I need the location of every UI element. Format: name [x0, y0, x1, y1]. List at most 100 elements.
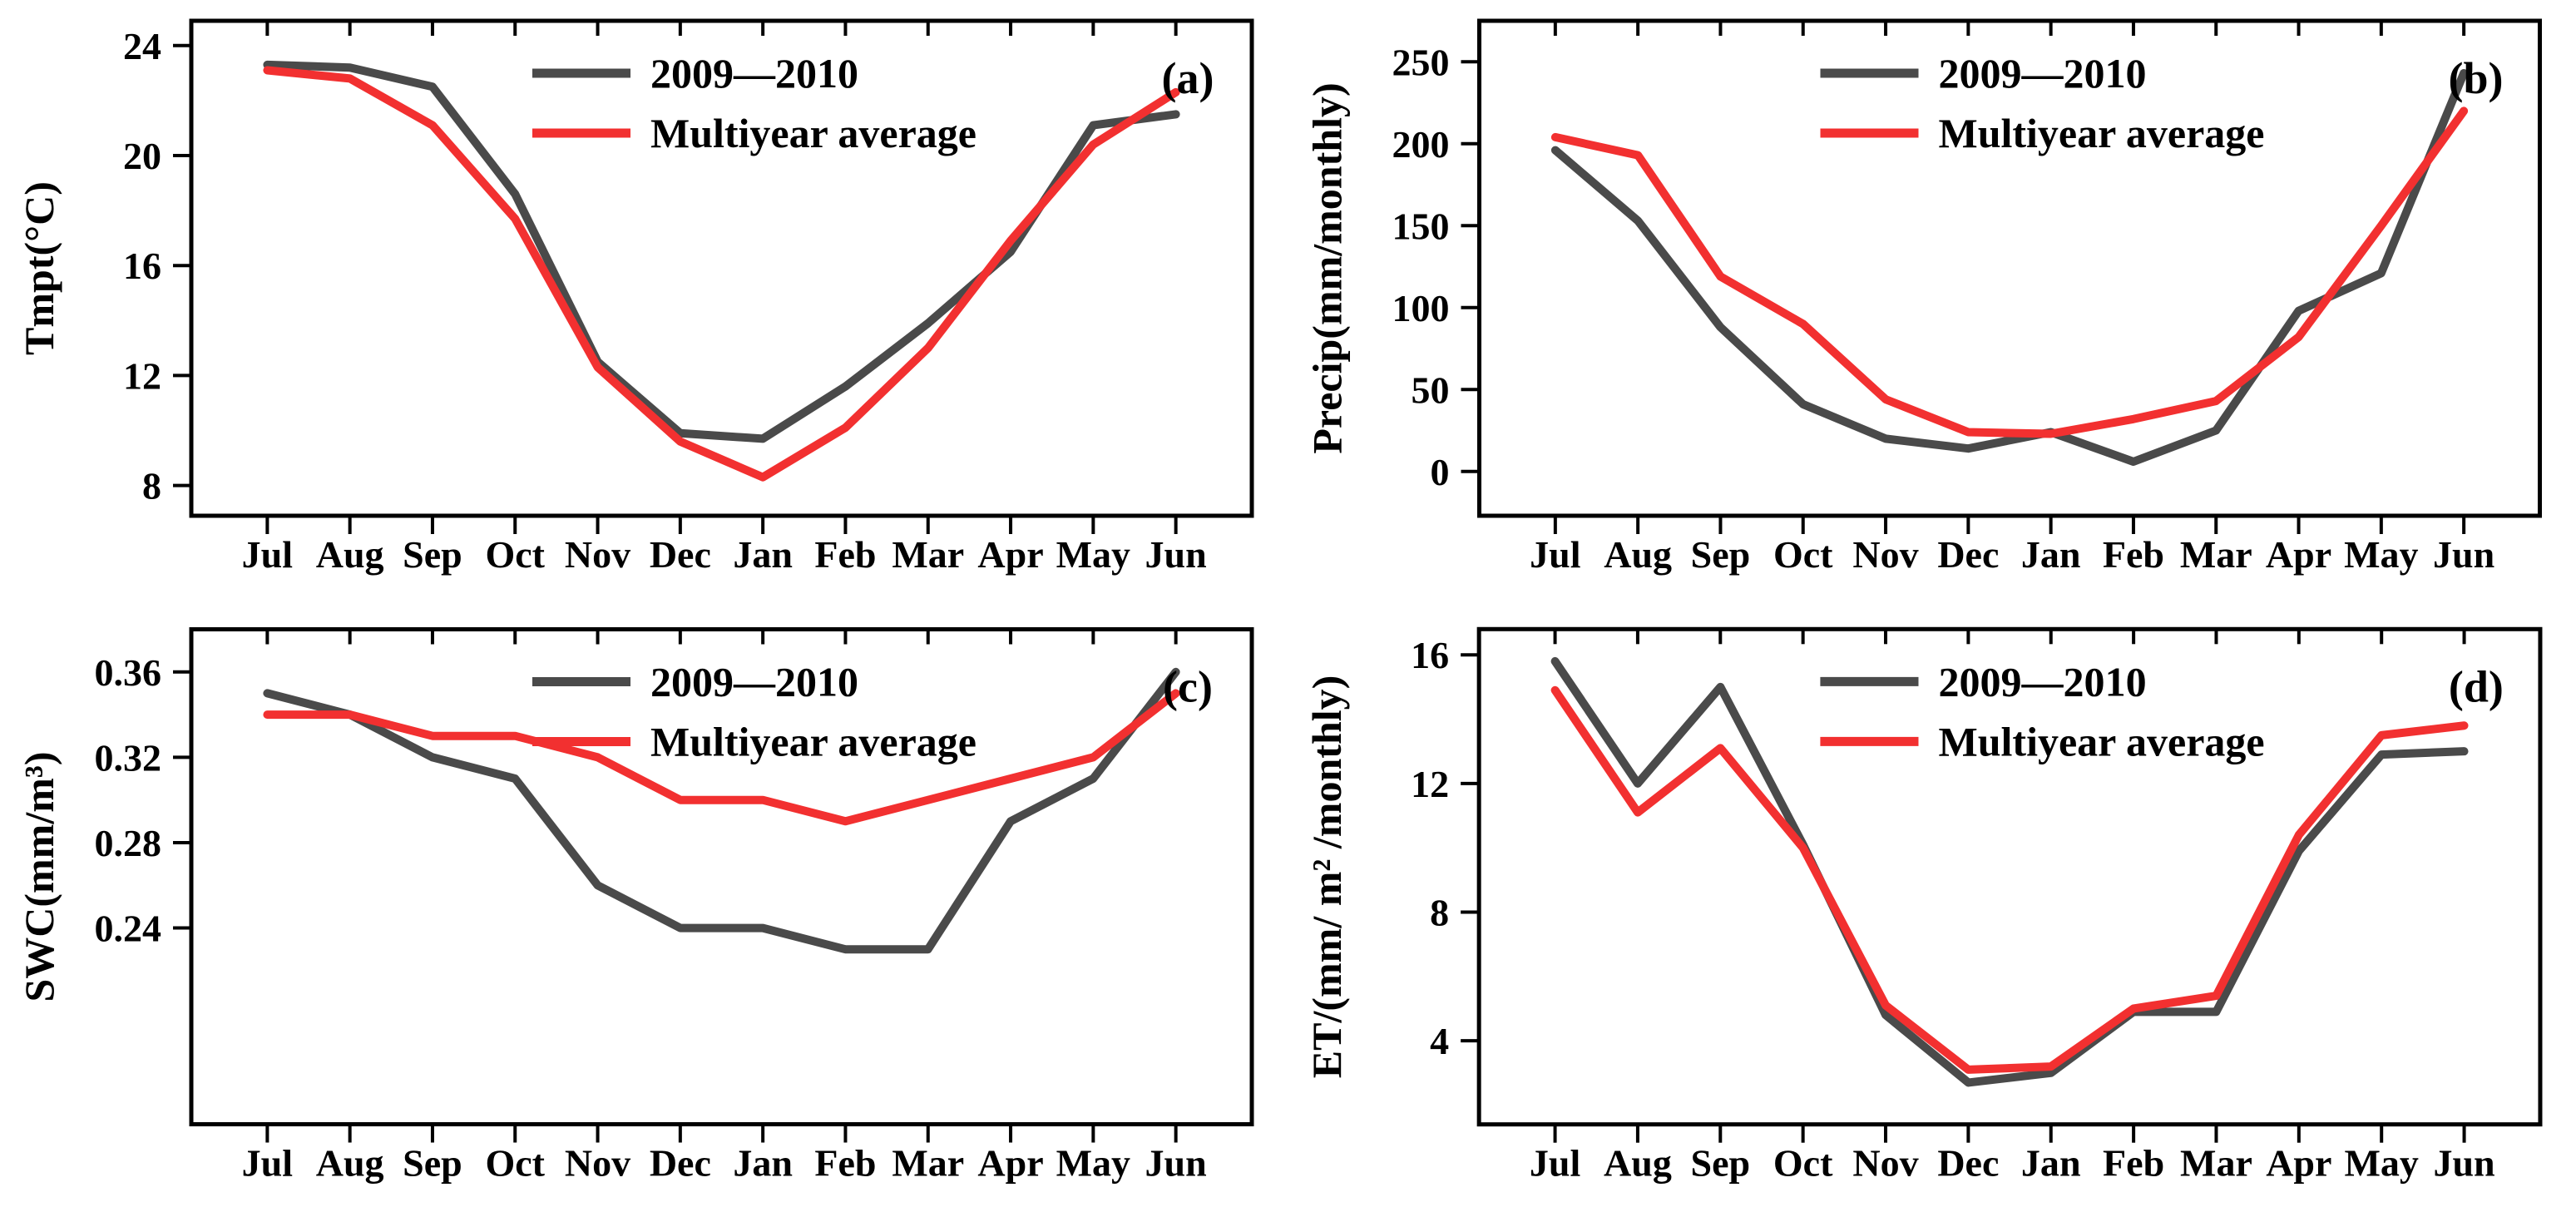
- y-tick-label: 250: [1392, 41, 1450, 83]
- month-tick-label: Apr: [977, 1142, 1043, 1185]
- series-line-year: [1550, 69, 2469, 466]
- y-tick-label: 0.28: [95, 822, 162, 864]
- panel-d: Jul Aug Sep Oct Nov Dec Jan Feb Mar Apr May Jun 4 8 12…: [1288, 608, 2576, 1217]
- month-tick-label: Apr: [977, 533, 1043, 576]
- y-tick-label: 150: [1392, 205, 1450, 247]
- panel-letter-label: (b): [2449, 53, 2504, 103]
- legend-label: 2009—2010: [650, 50, 858, 96]
- legend-label: Multiyear average: [650, 110, 977, 156]
- panel-letter-label: (a): [1162, 53, 1214, 103]
- month-tick-label: Feb: [814, 533, 876, 576]
- month-tick-label: Jul: [1530, 1142, 1580, 1185]
- panel-letter-label: (c): [1163, 662, 1213, 712]
- month-tick-label: Jan: [2021, 533, 2081, 576]
- month-tick-label: Nov: [1852, 533, 1918, 576]
- plot-border: [1477, 18, 2542, 518]
- y-tick-label: 24: [123, 25, 161, 67]
- month-tick-label: Jan: [2021, 1142, 2081, 1185]
- month-tick-label: Sep: [403, 1142, 462, 1185]
- month-tick-label: Aug: [1604, 533, 1672, 576]
- y-axis-title: Tmpt(°C): [16, 181, 62, 355]
- plot-border: [189, 18, 1254, 518]
- month-tick-label: Jul: [242, 533, 293, 576]
- month-tick-label: May: [1056, 1142, 1130, 1185]
- month-tick-label: Jul: [1530, 533, 1580, 576]
- legend-label: Multiyear average: [1939, 110, 2265, 156]
- y-tick-label: 8: [1430, 892, 1449, 934]
- month-tick-label: Jun: [2433, 533, 2494, 576]
- y-tick-label: 200: [1392, 123, 1450, 166]
- series-line-multiyear-average: [1550, 685, 2469, 1074]
- month-tick-label: Oct: [1773, 533, 1833, 576]
- month-tick-label: Jan: [733, 533, 793, 576]
- y-tick-label: 0.24: [95, 908, 162, 950]
- month-tick-label: Nov: [1852, 1142, 1919, 1185]
- panel-b-chart: Jul Aug Sep Oct Nov Dec Jan Feb Mar Apr May Jun 0 50 1…: [1304, 18, 2542, 576]
- month-tick-label: Mar: [892, 533, 964, 576]
- month-tick-label: Sep: [403, 533, 462, 576]
- y-tick-label: 4: [1430, 1020, 1449, 1062]
- month-tick-label: Mar: [2180, 533, 2252, 576]
- month-tick-label: Feb: [2103, 533, 2164, 576]
- month-tick-label: Mar: [2180, 1142, 2252, 1185]
- month-tick-label: Jul: [242, 1142, 293, 1185]
- panel-b: Jul Aug Sep Oct Nov Dec Jan Feb Mar Apr May Jun 0 50 1…: [1288, 0, 2576, 608]
- y-tick-label: 12: [123, 354, 161, 397]
- month-tick-label: Aug: [1604, 1142, 1672, 1185]
- y-tick-label: 16: [123, 245, 161, 287]
- y-tick-label: 0: [1431, 451, 1450, 493]
- month-tick-label: Jan: [733, 1142, 793, 1185]
- panel-c-chart: Jul Aug Sep Oct Nov Dec Jan Feb Mar Apr May Jun 0.24…: [16, 627, 1254, 1185]
- plot-border: [189, 627, 1254, 1126]
- month-tick-label: Feb: [814, 1142, 876, 1185]
- month-tick-label: Oct: [1773, 1142, 1833, 1185]
- panel-a: Jul Aug Sep Oct Nov Dec Jan Feb Mar Apr May Jun 8 12 1…: [0, 0, 1288, 608]
- month-tick-label: Jun: [2433, 1142, 2494, 1185]
- month-tick-label: Sep: [1691, 533, 1751, 576]
- series-line-year: [1550, 656, 2469, 1087]
- legend-label: 2009—2010: [1939, 658, 2147, 705]
- y-axis-title: ET/(mm/ m² /monthly): [1303, 675, 1350, 1079]
- month-tick-label: Dec: [650, 1142, 711, 1185]
- month-tick-label: Dec: [1937, 533, 1999, 576]
- y-tick-label: 0.36: [95, 651, 162, 694]
- y-axis-title: Precip(mm/monthly): [1304, 82, 1351, 453]
- legend-label: 2009—2010: [1939, 50, 2147, 96]
- month-tick-label: Dec: [650, 533, 711, 576]
- plot-border: [1476, 626, 2543, 1127]
- panel-letter-label: (d): [2449, 661, 2504, 711]
- month-tick-label: Jun: [1145, 533, 1207, 576]
- panel-d-chart: Jul Aug Sep Oct Nov Dec Jan Feb Mar Apr May Jun 4 8 12…: [1303, 626, 2543, 1185]
- y-tick-label: 16: [1411, 634, 1449, 676]
- y-tick-label: 0.32: [95, 736, 162, 779]
- month-tick-label: Feb: [2103, 1142, 2164, 1185]
- y-axis-title: SWC(mm/m³): [16, 751, 62, 1002]
- legend-label: Multiyear average: [1939, 718, 2265, 764]
- series-line-multiyear-average: [263, 689, 1180, 826]
- month-tick-label: Sep: [1690, 1142, 1750, 1185]
- month-tick-label: Apr: [2266, 1142, 2331, 1185]
- panel-a-chart: Jul Aug Sep Oct Nov Dec Jan Feb Mar Apr May Jun 8 12 1…: [16, 18, 1254, 576]
- month-tick-label: May: [2344, 1142, 2418, 1185]
- month-tick-label: May: [1056, 533, 1130, 576]
- month-tick-label: Nov: [565, 1142, 630, 1185]
- month-tick-label: Oct: [485, 533, 545, 576]
- month-tick-label: Jun: [1145, 1142, 1207, 1185]
- month-tick-label: Mar: [892, 1142, 964, 1185]
- panel-c: Jul Aug Sep Oct Nov Dec Jan Feb Mar Apr May Jun 0.24…: [0, 608, 1288, 1217]
- month-tick-label: Oct: [485, 1142, 545, 1185]
- y-tick-label: 100: [1392, 287, 1450, 329]
- series-line-year: [263, 667, 1180, 954]
- series-line-multiyear-average: [263, 66, 1180, 482]
- month-tick-label: Aug: [316, 1142, 384, 1185]
- month-tick-label: Apr: [2266, 533, 2331, 576]
- month-tick-label: May: [2344, 533, 2418, 576]
- month-tick-label: Dec: [1937, 1142, 1999, 1185]
- month-tick-label: Nov: [565, 533, 630, 576]
- y-tick-label: 20: [123, 135, 161, 177]
- series-line-multiyear-average: [1550, 106, 2469, 438]
- y-tick-label: 12: [1411, 763, 1449, 805]
- legend-label: Multiyear average: [650, 719, 977, 765]
- month-tick-label: Aug: [316, 533, 384, 576]
